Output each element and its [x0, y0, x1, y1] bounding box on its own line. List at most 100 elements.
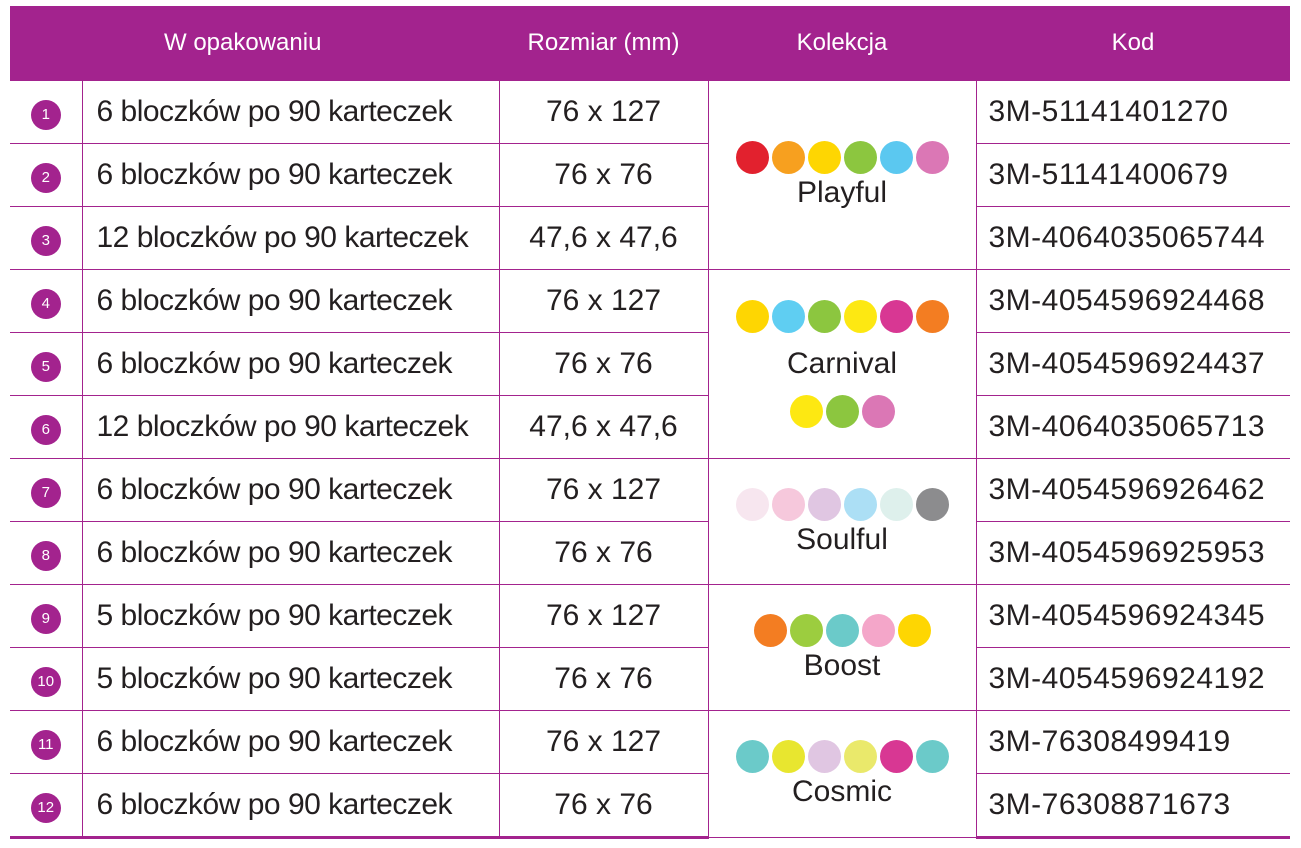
code-cell: 3M-4054596924468 — [975, 268, 1290, 333]
color-swatches — [709, 141, 976, 174]
package-cell: 6 bloczków po 90 karteczek — [81, 79, 500, 144]
table-header-row: W opakowaniu Rozmiar (mm) Kolekcja Kod — [10, 6, 1290, 80]
package-cell: 6 bloczków po 90 karteczek — [81, 520, 500, 585]
color-dot — [861, 613, 895, 647]
table-row: 5 6 bloczków po 90 karteczek 76 x 76 3M-405… — [10, 331, 1290, 396]
package-cell: 6 bloczków po 90 karteczek — [81, 457, 500, 522]
product-table: W opakowaniu Rozmiar (mm) Kolekcja Kod 1… — [10, 6, 1290, 839]
color-dot — [735, 740, 769, 773]
package-cell: 6 bloczków po 90 karteczek — [81, 331, 500, 396]
table-row: 1 6 bloczków po 90 karteczek 76 x 127 Playf… — [10, 79, 1290, 270]
color-swatches — [709, 299, 976, 333]
color-dot — [843, 299, 877, 333]
package-cell: 6 bloczków po 90 karteczek — [81, 142, 500, 207]
row-number-badge: 1 — [30, 100, 61, 130]
row-number-cell: 8 — [10, 520, 83, 585]
collection-cell: Boost — [707, 583, 977, 711]
package-cell: 6 bloczków po 90 karteczek — [81, 709, 500, 774]
color-dot — [753, 613, 787, 647]
size-cell: 76 x 76 — [498, 520, 709, 585]
table-row: 12 6 bloczków po 90 karteczek 76 x 76 3M-76… — [10, 772, 1290, 839]
color-swatches — [709, 740, 976, 773]
row-number-badge: 5 — [30, 352, 61, 382]
color-dot — [915, 141, 949, 174]
size-cell: 76 x 127 — [498, 268, 709, 333]
collection-cell: Carnival — [707, 268, 977, 459]
header-package: W opakowaniu — [82, 6, 499, 80]
table-row: 2 6 bloczków po 90 karteczek 76 x 76 3M-511… — [10, 142, 1290, 207]
row-number-cell: 6 — [10, 394, 83, 459]
collection-name: Carnival — [786, 346, 898, 380]
row-number-badge: 7 — [30, 478, 61, 508]
color-dot — [861, 394, 895, 428]
color-dot — [879, 740, 913, 773]
row-number-cell: 12 — [10, 772, 83, 839]
row-number-cell: 11 — [10, 709, 83, 774]
table-row: 8 6 bloczków po 90 karteczek 76 x 76 3M-405… — [10, 520, 1290, 585]
row-number-cell: 7 — [10, 457, 83, 522]
color-dot — [825, 394, 859, 428]
size-cell: 76 x 76 — [498, 646, 709, 711]
row-number-cell: 10 — [10, 646, 83, 711]
header-size: Rozmiar (mm) — [499, 6, 708, 80]
code-cell: 3M-4054596924192 — [975, 646, 1290, 711]
table-row: 6 12 bloczków po 90 karteczek 47,6 x 47,6 3… — [10, 394, 1290, 459]
row-number-badge: 6 — [30, 415, 61, 445]
row-number-badge: 11 — [30, 730, 61, 760]
code-cell: 3M-4054596924437 — [975, 331, 1290, 396]
color-dot — [843, 141, 877, 174]
collection-name: Boost — [803, 648, 881, 682]
collection-name: Playful — [796, 176, 888, 209]
color-dot — [735, 299, 769, 333]
collection-name: Soulful — [796, 522, 888, 556]
row-number-cell: 1 — [10, 79, 83, 144]
code-cell: 3M-76308499419 — [975, 709, 1290, 774]
table-row: 9 5 bloczków po 90 karteczek 76 x 127 Boost… — [10, 583, 1290, 711]
color-dot — [789, 394, 823, 428]
color-dot — [843, 487, 877, 521]
size-cell: 76 x 76 — [498, 142, 709, 207]
collection-name: Cosmic — [791, 775, 892, 808]
row-number-cell: 9 — [10, 583, 83, 648]
row-number-cell: 3 — [10, 205, 83, 270]
header-num — [10, 6, 82, 80]
header-collection: Kolekcja — [708, 6, 976, 80]
table-row: 11 6 bloczków po 90 karteczek 76 x 127 Cosm… — [10, 709, 1290, 838]
color-dot — [735, 487, 769, 521]
color-dot — [735, 141, 769, 174]
row-number-cell: 2 — [10, 142, 83, 207]
size-cell: 76 x 127 — [498, 583, 709, 648]
code-cell: 3M-4054596925953 — [975, 520, 1290, 585]
table-row: 3 12 bloczków po 90 karteczek 47,6 x 47,6 3… — [10, 205, 1290, 270]
color-swatches — [709, 487, 976, 521]
table-row: 4 6 bloczków po 90 karteczek 76 x 127 Carni… — [10, 268, 1290, 459]
header-code: Kod — [976, 6, 1290, 80]
color-dot — [807, 299, 841, 333]
row-number-badge: 9 — [30, 604, 61, 634]
color-dot — [807, 141, 841, 174]
package-cell: 12 bloczków po 90 karteczek — [81, 205, 500, 270]
row-number-badge: 12 — [30, 793, 61, 823]
collection-cell: Soulful — [707, 457, 977, 585]
row-number-badge: 3 — [30, 226, 61, 256]
row-number-cell: 4 — [10, 268, 83, 333]
code-cell: 3M-51141400679 — [975, 142, 1290, 207]
color-dot — [879, 141, 913, 174]
color-dot — [843, 740, 877, 773]
color-dot — [807, 487, 841, 521]
package-cell: 5 bloczków po 90 karteczek — [81, 646, 500, 711]
color-swatches — [709, 613, 976, 647]
row-number-badge: 2 — [30, 163, 61, 193]
color-dot — [915, 299, 949, 333]
code-cell: 3M-4064035065713 — [975, 394, 1290, 459]
package-cell: 5 bloczków po 90 karteczek — [81, 583, 500, 648]
table-row: 7 6 bloczków po 90 karteczek 76 x 127 Soulf… — [10, 457, 1290, 585]
size-cell: 76 x 76 — [498, 331, 709, 396]
size-cell: 76 x 127 — [498, 709, 709, 774]
code-cell: 3M-4064035065744 — [975, 205, 1290, 270]
collection-cell: Playful — [707, 79, 977, 270]
code-cell: 3M-4054596926462 — [975, 457, 1290, 522]
package-cell: 6 bloczków po 90 karteczek — [81, 268, 500, 333]
size-cell: 76 x 127 — [498, 79, 709, 144]
color-dot — [771, 740, 805, 773]
